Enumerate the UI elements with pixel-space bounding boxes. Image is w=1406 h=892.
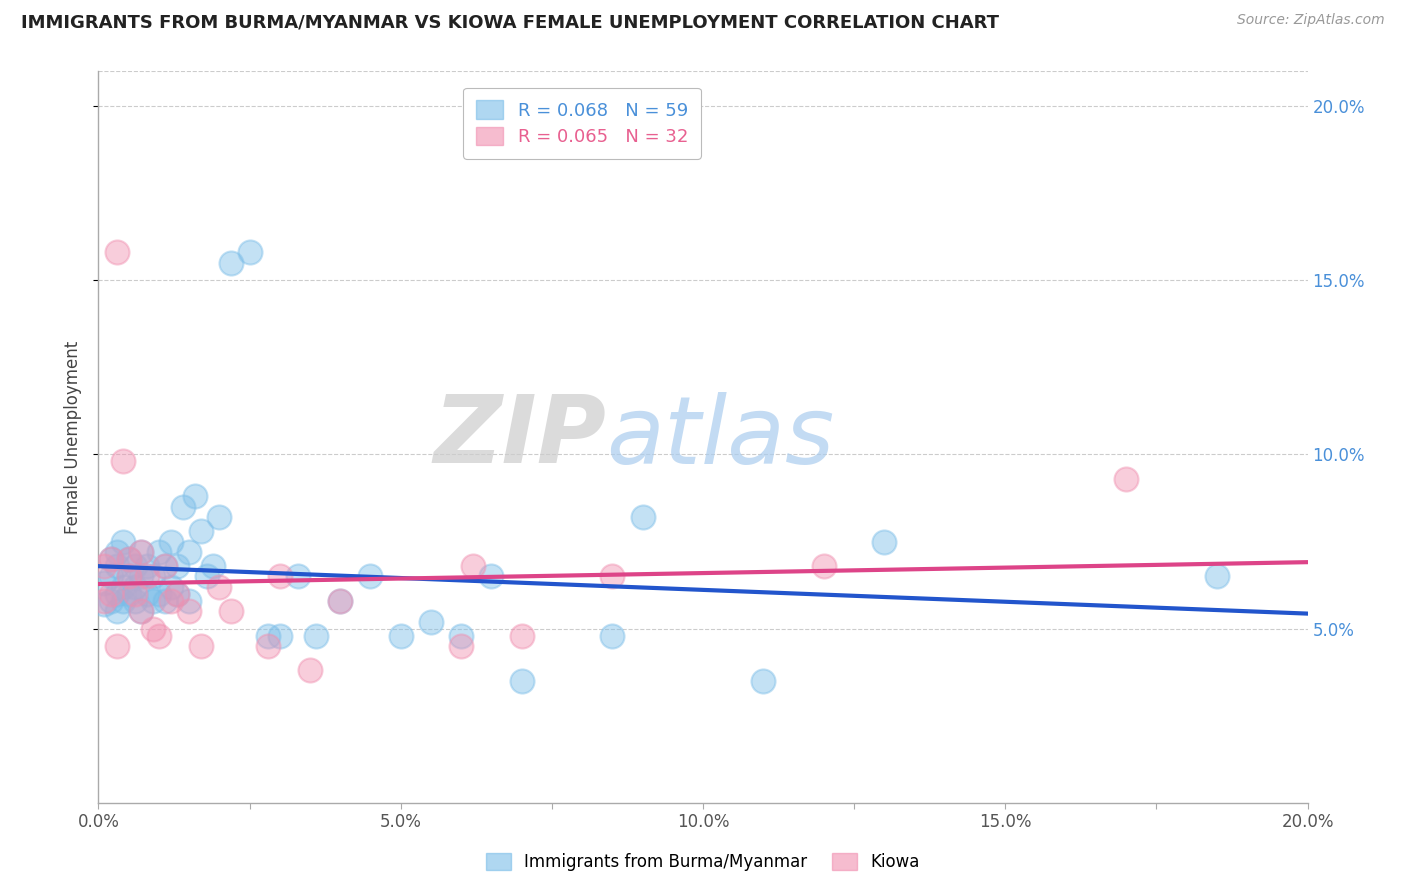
Point [450, 629, 472, 643]
Point [1206, 569, 1229, 583]
Point [111, 534, 134, 549]
Point [208, 510, 231, 524]
Point [190, 524, 212, 538]
Point [160, 534, 183, 549]
Point [329, 594, 352, 608]
Point [100, 552, 122, 566]
Point [93, 576, 115, 591]
Point [420, 615, 443, 629]
Point [148, 587, 170, 601]
Point [93, 594, 115, 608]
Text: ZIP: ZIP [433, 391, 606, 483]
Point [153, 558, 176, 573]
Point [129, 604, 152, 618]
Point [481, 569, 503, 583]
Point [135, 558, 157, 573]
Point [124, 580, 146, 594]
Point [160, 594, 183, 608]
Point [135, 587, 157, 601]
Point [118, 587, 141, 601]
Legend: Immigrants from Burma/Myanmar, Kiowa: Immigrants from Burma/Myanmar, Kiowa [478, 845, 928, 880]
Point [148, 545, 170, 559]
Point [118, 569, 141, 583]
Point [153, 558, 176, 573]
Point [105, 587, 128, 601]
Point [111, 580, 134, 594]
Point [184, 489, 207, 503]
Point [129, 604, 152, 618]
Point [142, 622, 165, 636]
Point [208, 580, 231, 594]
Point [221, 604, 243, 618]
Point [202, 558, 225, 573]
Point [135, 569, 157, 583]
Point [105, 604, 128, 618]
Point [631, 510, 654, 524]
Point [813, 558, 835, 573]
Point [105, 558, 128, 573]
Point [166, 558, 188, 573]
Point [329, 594, 352, 608]
Point [269, 629, 291, 643]
Point [602, 569, 624, 583]
Point [166, 587, 188, 601]
Point [873, 534, 896, 549]
Point [463, 558, 485, 573]
Text: atlas: atlas [606, 392, 835, 483]
Point [118, 552, 141, 566]
Point [100, 569, 122, 583]
Point [142, 594, 165, 608]
Point [111, 594, 134, 608]
Point [93, 597, 115, 611]
Point [179, 594, 201, 608]
Point [510, 629, 533, 643]
Point [287, 569, 309, 583]
Point [105, 639, 128, 653]
Point [190, 639, 212, 653]
Text: IMMIGRANTS FROM BURMA/MYANMAR VS KIOWA FEMALE UNEMPLOYMENT CORRELATION CHART: IMMIGRANTS FROM BURMA/MYANMAR VS KIOWA F… [21, 13, 1000, 31]
Point [100, 587, 122, 601]
Point [129, 545, 152, 559]
Point [299, 664, 322, 678]
Point [195, 569, 218, 583]
Point [221, 256, 243, 270]
Point [118, 569, 141, 583]
Point [256, 629, 278, 643]
Point [124, 558, 146, 573]
Point [389, 629, 412, 643]
Point [305, 629, 328, 643]
Point [124, 594, 146, 608]
Point [239, 245, 262, 260]
Point [148, 629, 170, 643]
Point [510, 673, 533, 688]
Point [129, 569, 152, 583]
Point [142, 569, 165, 583]
Point [360, 569, 382, 583]
Point [93, 558, 115, 573]
Point [111, 454, 134, 468]
Point [602, 629, 624, 643]
Point [129, 545, 152, 559]
Point [450, 639, 472, 653]
Point [752, 673, 775, 688]
Point [100, 594, 122, 608]
Point [160, 580, 183, 594]
Text: Source: ZipAtlas.com: Source: ZipAtlas.com [1237, 13, 1385, 28]
Point [166, 587, 188, 601]
Point [105, 545, 128, 559]
Point [153, 594, 176, 608]
Point [269, 569, 291, 583]
Point [1115, 472, 1137, 486]
Legend: R = 0.068   N = 59, R = 0.065   N = 32: R = 0.068 N = 59, R = 0.065 N = 32 [464, 87, 700, 159]
Point [124, 587, 146, 601]
Point [179, 545, 201, 559]
Point [172, 500, 194, 514]
Point [179, 604, 201, 618]
Y-axis label: Female Unemployment: Female Unemployment [65, 341, 83, 533]
Point [100, 552, 122, 566]
Point [105, 245, 128, 260]
Point [256, 639, 278, 653]
Point [118, 552, 141, 566]
